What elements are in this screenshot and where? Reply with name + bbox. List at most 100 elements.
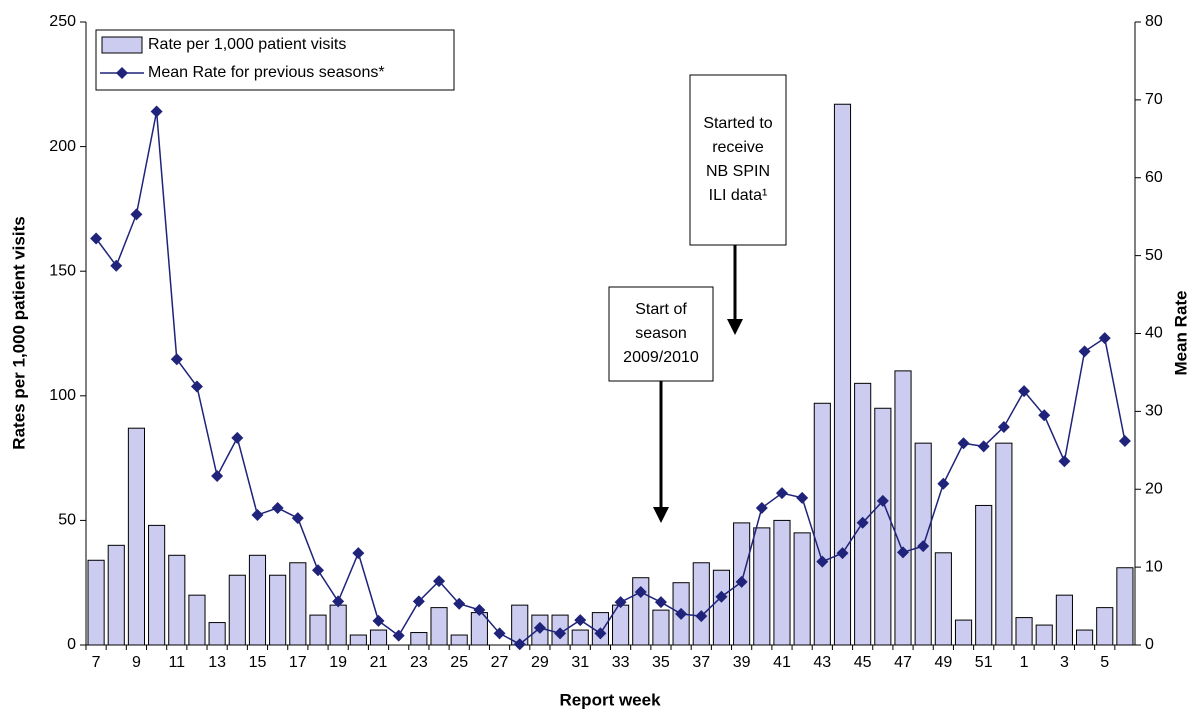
y2-tick-label: 80 xyxy=(1145,13,1163,30)
y2-tick-label: 60 xyxy=(1145,169,1163,186)
marker xyxy=(392,629,405,642)
marker xyxy=(735,575,748,588)
bar xyxy=(833,103,852,646)
x-tick-label: 11 xyxy=(168,654,185,671)
bar xyxy=(269,574,287,646)
marker xyxy=(291,512,304,525)
marker xyxy=(130,208,143,221)
x-tick-label: 31 xyxy=(571,654,589,671)
marker xyxy=(1058,455,1071,468)
marker xyxy=(150,105,163,118)
marker xyxy=(715,590,728,603)
y-axis-label: Rates per 1,000 patient visits xyxy=(9,216,28,449)
marker xyxy=(997,420,1010,433)
x-tick-label: 9 xyxy=(132,654,141,671)
marker xyxy=(1118,434,1131,447)
marker xyxy=(352,547,365,560)
marker xyxy=(1018,385,1031,398)
bar xyxy=(1096,607,1114,646)
y2-tick-label: 40 xyxy=(1145,325,1163,342)
x-tick-label: 33 xyxy=(612,654,630,671)
annotation-text: Started to xyxy=(703,115,772,132)
marker xyxy=(856,516,869,529)
marker xyxy=(190,380,203,393)
legend-swatch xyxy=(101,36,143,54)
bar xyxy=(329,604,347,646)
marker xyxy=(816,555,829,568)
marker xyxy=(271,501,284,514)
bar xyxy=(107,544,125,646)
bar xyxy=(753,527,771,646)
marker xyxy=(775,487,788,500)
marker xyxy=(977,440,990,453)
bar xyxy=(571,629,589,646)
annotation-text: ILI data¹ xyxy=(709,187,768,204)
y-tick-label: 0 xyxy=(67,636,76,653)
marker xyxy=(211,470,224,483)
bar xyxy=(874,407,892,646)
bar xyxy=(1035,624,1053,646)
marker xyxy=(110,259,123,272)
annotation-text: receive xyxy=(712,139,764,156)
y2-tick-label: 50 xyxy=(1145,247,1163,264)
bar xyxy=(854,382,872,646)
x-tick-label: 35 xyxy=(652,654,670,671)
marker xyxy=(554,627,567,640)
x-tick-label: 3 xyxy=(1060,654,1069,671)
bar xyxy=(349,634,367,646)
bar xyxy=(954,619,973,646)
bar xyxy=(1015,617,1033,646)
marker xyxy=(453,597,466,610)
annotation-text: Start of xyxy=(635,301,687,318)
bar xyxy=(208,622,226,646)
marker xyxy=(533,621,546,634)
annotation-box xyxy=(608,286,714,382)
bar xyxy=(87,559,105,646)
x-tick-label: 37 xyxy=(692,654,710,671)
line xyxy=(95,111,1126,646)
legend-marker xyxy=(116,67,128,79)
y2-tick-label: 30 xyxy=(1145,403,1163,420)
marker xyxy=(755,501,768,514)
bar xyxy=(188,594,206,646)
y-tick-label: 200 xyxy=(49,138,76,155)
annotation-box xyxy=(689,74,787,246)
annotation-text: NB SPIN xyxy=(706,163,770,180)
marker xyxy=(251,508,264,521)
bar xyxy=(995,442,1013,646)
marker xyxy=(796,491,809,504)
marker xyxy=(433,575,446,588)
y-tick-label: 250 xyxy=(49,13,76,30)
x-tick-label: 13 xyxy=(208,654,226,671)
marker xyxy=(937,477,950,490)
marker xyxy=(836,547,849,560)
marker xyxy=(90,232,103,245)
marker xyxy=(917,540,930,553)
marker xyxy=(170,353,183,366)
bar xyxy=(1075,629,1094,646)
marker xyxy=(574,614,587,627)
y-tick-label: 150 xyxy=(49,262,76,279)
marker xyxy=(372,614,385,627)
bar xyxy=(289,562,307,646)
bar xyxy=(228,574,246,646)
x-tick-label: 39 xyxy=(733,654,751,671)
marker xyxy=(876,494,889,507)
x-tick-label: 47 xyxy=(894,654,912,671)
marker xyxy=(1078,345,1091,358)
bar xyxy=(1055,594,1073,646)
x-tick-label: 21 xyxy=(370,654,388,671)
annotation-text: 2009/2010 xyxy=(623,349,699,366)
y2-tick-label: 20 xyxy=(1145,480,1163,497)
bar xyxy=(894,370,912,646)
bar xyxy=(450,634,468,646)
marker xyxy=(1098,332,1111,345)
marker xyxy=(311,564,324,577)
x-axis-label: Report week xyxy=(559,690,661,709)
marker xyxy=(654,596,667,609)
marker xyxy=(634,586,647,599)
x-tick-label: 1 xyxy=(1020,654,1029,671)
marker xyxy=(695,610,708,623)
annotation-text: season xyxy=(635,325,687,342)
x-tick-label: 41 xyxy=(773,654,791,671)
